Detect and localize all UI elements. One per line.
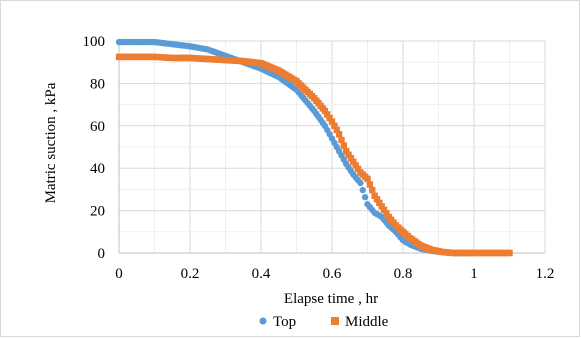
series-top (115, 38, 513, 257)
data-point-middle (383, 210, 390, 217)
data-point-middle (345, 151, 352, 158)
x-tick-label: 1 (470, 266, 478, 282)
y-axis-label: Matric suction , kPa (43, 82, 59, 203)
data-point-middle (371, 192, 378, 199)
data-point-top (361, 193, 369, 201)
x-axis-label: Elapse time , hr (284, 291, 378, 307)
x-tick-label: 0 (115, 266, 123, 282)
data-point-middle (380, 206, 388, 214)
x-tick-label: 1.2 (536, 266, 555, 282)
data-point-middle (378, 203, 385, 210)
legend-marker-middle (331, 317, 339, 325)
data-point-middle (331, 122, 338, 129)
data-point-middle (354, 165, 362, 173)
data-point-middle (328, 118, 336, 125)
data-point-middle (333, 126, 340, 134)
data-point-middle (335, 131, 343, 138)
marks-group (115, 38, 513, 257)
series-middle (115, 53, 513, 257)
x-tick-label: 0.2 (181, 266, 200, 282)
data-point-middle (364, 175, 371, 182)
data-point-middle (343, 148, 350, 155)
data-point-middle (373, 196, 381, 203)
x-tick-label: 0.8 (394, 266, 413, 282)
y-tick-label: 40 (90, 161, 105, 177)
data-point-middle (352, 162, 359, 169)
y-tick-label: 100 (83, 34, 106, 50)
data-point-middle (326, 114, 333, 122)
legend-marker-top (259, 317, 267, 325)
y-tick-label: 60 (90, 119, 105, 135)
y-tick-label: 80 (90, 76, 105, 92)
data-point-middle (366, 181, 374, 188)
data-point-middle (369, 186, 376, 194)
grid-group (118, 40, 546, 254)
data-point-middle (324, 111, 331, 118)
data-point-middle (340, 142, 348, 149)
data-point-middle (350, 158, 357, 166)
data-point-top (359, 186, 366, 194)
data-point-middle (347, 155, 355, 162)
y-tick-label: 0 (98, 246, 106, 262)
data-point-middle (506, 249, 513, 257)
x-tick-label: 0.6 (323, 266, 342, 282)
y-tick-label: 20 (90, 204, 105, 220)
data-point-middle (321, 107, 329, 115)
data-point-top (357, 179, 364, 187)
data-point-middle (338, 136, 345, 144)
axis-group: 0 0.2 0.4 0.6 0.8 1 1.2 0 20 40 60 80 100 (83, 34, 555, 282)
x-tick-label: 0.4 (252, 266, 271, 282)
legend: Top Middle (259, 314, 389, 330)
legend-label-top: Top (273, 314, 296, 330)
legend-label-middle: Middle (345, 314, 389, 330)
data-point-middle (376, 199, 383, 207)
